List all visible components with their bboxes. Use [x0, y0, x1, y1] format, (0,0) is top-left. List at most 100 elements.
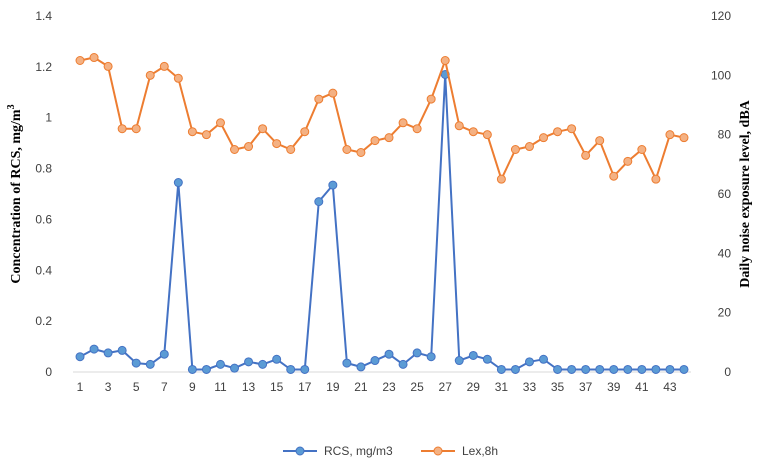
point-rcs — [384, 349, 394, 359]
left-tick-label: 0.4 — [35, 263, 52, 277]
point-rcs — [496, 364, 506, 374]
point-lex — [89, 53, 99, 63]
right-tick-label: 60 — [718, 187, 732, 201]
point-rcs — [272, 354, 282, 364]
point-rcs — [524, 357, 534, 367]
right-tick-label: 100 — [711, 68, 731, 82]
left-axis-title-superscript: 3 — [6, 104, 17, 109]
right-tick-label: 0 — [724, 365, 731, 379]
point-lex — [398, 118, 408, 128]
point-rcs — [567, 364, 577, 374]
right-axis-ticks: 0 20 40 60 80 100 120 — [711, 9, 731, 379]
point-lex — [356, 147, 366, 157]
point-rcs — [370, 356, 380, 366]
point-lex — [482, 130, 492, 140]
point-rcs — [75, 352, 85, 362]
point-lex — [412, 124, 422, 134]
x-tick-label: 37 — [579, 380, 593, 394]
left-tick-label: 1.2 — [35, 60, 52, 74]
point-lex — [258, 124, 268, 134]
point-lex — [272, 139, 282, 149]
point-rcs — [665, 364, 675, 374]
point-rcs — [539, 354, 549, 364]
point-rcs — [159, 349, 169, 359]
x-tick-label: 41 — [635, 380, 649, 394]
point-lex — [145, 70, 155, 80]
point-lex — [567, 124, 577, 134]
point-lex — [75, 56, 85, 65]
point-lex — [215, 118, 225, 128]
point-lex — [230, 145, 240, 154]
point-rcs — [215, 359, 225, 369]
point-lex — [384, 133, 394, 143]
point-rcs — [581, 364, 591, 374]
point-lex — [637, 145, 647, 154]
point-lex — [595, 136, 605, 146]
series-layer — [75, 53, 689, 374]
left-tick-label: 0.6 — [35, 212, 52, 226]
x-tick-label: 43 — [663, 380, 677, 394]
x-tick-label: 25 — [410, 380, 424, 394]
point-lex — [553, 127, 563, 137]
point-rcs — [454, 356, 464, 366]
point-lex — [244, 142, 254, 152]
point-lex — [539, 133, 549, 143]
point-rcs — [468, 350, 478, 360]
left-axis-title-text: Concentration of RCS, mg/m — [9, 109, 24, 284]
point-rcs — [131, 358, 141, 368]
point-lex — [131, 124, 141, 134]
point-lex — [679, 133, 689, 143]
point-rcs — [145, 359, 155, 369]
left-axis-title: Concentration of RCS, mg/m3 — [6, 104, 24, 283]
left-axis-ticks: 0 0.2 0.4 0.6 0.8 1 1.2 1.4 — [35, 9, 52, 379]
point-rcs — [258, 359, 268, 369]
x-tick-label: 21 — [354, 380, 368, 394]
point-lex — [286, 145, 296, 154]
point-rcs — [595, 364, 605, 374]
x-axis-ticks: 1 3 5 7 9 11 13 15 17 19 21 23 25 27 29 31 33 35 37 39 41 43 — [77, 380, 677, 394]
legend-marker-rcs — [295, 446, 305, 456]
point-rcs — [230, 363, 240, 373]
point-lex — [201, 130, 211, 140]
point-rcs — [103, 348, 113, 358]
point-lex — [468, 127, 478, 137]
legend-item-lex: Lex,8h — [421, 444, 498, 458]
x-tick-label: 15 — [270, 380, 284, 394]
point-rcs — [398, 359, 408, 369]
legend-item-rcs: RCS, mg/m3 — [283, 444, 393, 458]
right-axis-title: Daily noise exposure level, dBA — [738, 99, 753, 287]
x-tick-label: 17 — [298, 380, 312, 394]
x-tick-label: 29 — [467, 380, 481, 394]
legend-label-rcs: RCS, mg/m3 — [324, 444, 393, 458]
point-lex — [496, 174, 506, 184]
point-lex — [609, 171, 619, 181]
legend-label-lex: Lex,8h — [462, 444, 498, 458]
point-rcs — [651, 364, 661, 374]
point-lex — [581, 150, 591, 160]
point-rcs — [637, 364, 647, 374]
x-tick-label: 5 — [133, 380, 140, 394]
point-lex — [314, 94, 324, 104]
point-lex — [328, 88, 338, 98]
x-tick-label: 33 — [523, 380, 537, 394]
point-lex — [103, 61, 113, 71]
point-lex — [426, 94, 436, 104]
point-rcs — [623, 364, 633, 374]
left-tick-label: 0.2 — [35, 314, 52, 328]
x-tick-label: 13 — [242, 380, 256, 394]
x-tick-label: 19 — [326, 380, 340, 394]
point-rcs — [482, 354, 492, 364]
right-tick-label: 80 — [718, 128, 732, 142]
point-lex — [651, 174, 661, 184]
point-lex — [300, 127, 310, 137]
right-tick-label: 20 — [718, 306, 732, 320]
point-rcs — [412, 348, 422, 358]
point-lex — [524, 142, 534, 152]
x-tick-label: 27 — [439, 380, 453, 394]
legend-marker-lex — [433, 446, 443, 456]
left-tick-label: 1.4 — [35, 9, 52, 23]
point-lex — [623, 156, 633, 166]
point-rcs — [609, 364, 619, 374]
point-lex — [117, 124, 127, 134]
point-rcs — [286, 364, 296, 374]
